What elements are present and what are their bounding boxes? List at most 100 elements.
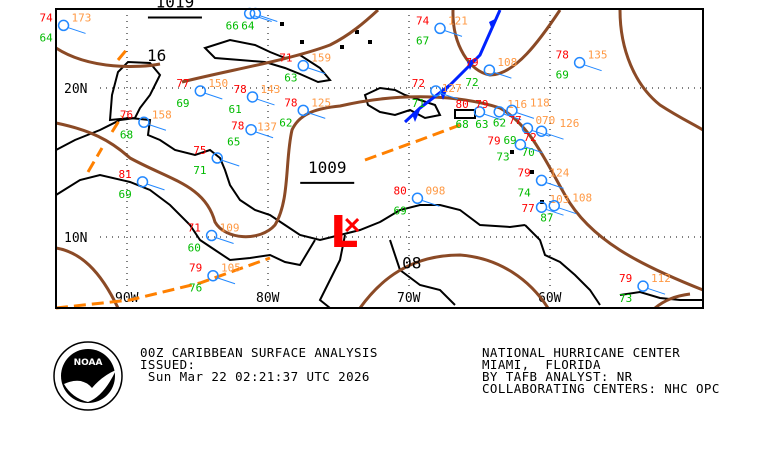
collaborating-centers: COLLABORATING CENTERS: NHC OPC	[482, 381, 720, 396]
station-pressure: 137	[257, 121, 277, 134]
station-circle	[138, 116, 150, 129]
station-temperature: 76	[120, 108, 133, 121]
station-circle	[434, 22, 446, 35]
station-temperature: 79	[619, 272, 632, 285]
station-temperature: 74	[416, 14, 430, 27]
analysis-title: 00Z CARIBBEAN SURFACE ANALYSIS	[140, 345, 378, 360]
station-plot: 74 121 67	[416, 14, 468, 47]
wind-barb-icon	[67, 26, 86, 34]
noaa-logo-text: NOAA	[74, 358, 103, 368]
wind-barb-icon	[545, 181, 564, 189]
station-pressure: 125	[311, 96, 331, 109]
coastline	[454, 109, 476, 119]
station-temperature: 79	[518, 166, 531, 179]
wind-barb-icon	[421, 199, 440, 207]
station-plot: 78 137 65	[227, 120, 277, 149]
wind-barb-icon	[221, 159, 240, 167]
wind-barb-icon	[524, 146, 543, 154]
wind-barb-icon	[253, 15, 272, 22]
station-circle	[535, 201, 548, 213]
station-circle	[136, 176, 149, 188]
station-plot: 76 158 68	[120, 108, 172, 141]
wind-barb-icon	[483, 113, 502, 121]
station-plot: 78 135 69	[556, 49, 608, 82]
station-circle	[57, 19, 70, 32]
station-pressure: 158	[152, 108, 172, 121]
station-pressure: 109	[220, 222, 240, 235]
station-temperature: 79	[465, 56, 478, 69]
wind-barb-icon	[583, 64, 602, 72]
station-temperature: 72	[524, 131, 537, 144]
trough-line	[55, 256, 271, 310]
station-dewpoint: 69	[119, 188, 132, 201]
trough-line	[110, 115, 124, 133]
coastline	[389, 239, 456, 306]
island	[300, 40, 304, 44]
station-dewpoint: 62	[493, 116, 506, 129]
coastline	[55, 60, 162, 151]
isobar-value-label: 1009	[308, 158, 347, 177]
wind-barb-icon	[254, 131, 274, 139]
coastline	[55, 173, 316, 267]
station-circle	[194, 85, 207, 97]
wind-barb-icon	[256, 98, 275, 106]
station-plot: 71 109 60	[188, 222, 240, 255]
station-dewpoint: 69	[503, 134, 516, 147]
station-dewpoint: 71	[193, 164, 206, 177]
coastline	[203, 38, 332, 84]
coastline	[619, 290, 703, 301]
station-temperature: 78	[284, 96, 297, 109]
station-pressure: 135	[588, 49, 608, 62]
wind-barb-icon	[531, 129, 550, 137]
station-plot: 79 112 73	[619, 272, 671, 305]
station-circle	[535, 125, 548, 137]
station-temperature: 79	[189, 262, 202, 275]
station-dewpoint: 73	[496, 151, 509, 164]
island	[530, 170, 534, 174]
low-pressure-symbol: L	[330, 207, 358, 258]
station-plot: 78 125 62	[279, 96, 331, 129]
station-circle	[521, 122, 534, 134]
coastline	[318, 234, 346, 309]
island	[355, 30, 359, 34]
isobar	[618, 9, 704, 132]
wind-barb-icon	[216, 277, 236, 285]
station-circle	[514, 138, 527, 151]
station-temperature: 75	[193, 144, 206, 157]
wind-barb-icon	[439, 92, 458, 100]
station-plot: 75 71	[193, 144, 240, 177]
station-pressure: 103	[550, 193, 570, 206]
analyst: BY TAFB ANALYST: NR	[482, 369, 633, 384]
isobar	[55, 246, 120, 309]
isobar	[358, 253, 550, 309]
station-dewpoint: 69	[556, 69, 569, 82]
station-dewpoint: 61	[228, 103, 241, 116]
station-pressure: 118	[530, 96, 550, 109]
station-circle	[411, 192, 424, 205]
wind-barb-icon	[545, 208, 564, 216]
wind-barb-icon	[204, 92, 223, 100]
station-temperature: 79	[475, 98, 488, 111]
station-temperature: 77	[176, 77, 189, 90]
station-circle	[297, 59, 309, 72]
wind-barb-icon	[215, 237, 234, 244]
island	[340, 45, 344, 49]
wind-barb-icon	[307, 67, 326, 75]
station-dewpoint: 67	[416, 34, 429, 47]
station-temperature: 79	[487, 135, 500, 148]
coastline	[524, 224, 601, 306]
station-circle	[430, 85, 442, 97]
station-temperature: 78	[231, 120, 244, 133]
issued-label: ISSUED:	[140, 357, 196, 372]
station-temperature: 71	[279, 52, 292, 65]
station-plot: 79 105 76	[189, 262, 241, 295]
station-temperature: 71	[188, 222, 201, 235]
cold-front-triangle	[412, 110, 420, 122]
station-pressure: 098	[425, 184, 445, 197]
isobars	[55, 8, 704, 310]
map-labels: 1019 1009 16 08 L	[147, 0, 421, 272]
station-pressure: 150	[208, 77, 228, 90]
isobar-value-label: 16	[147, 46, 166, 65]
